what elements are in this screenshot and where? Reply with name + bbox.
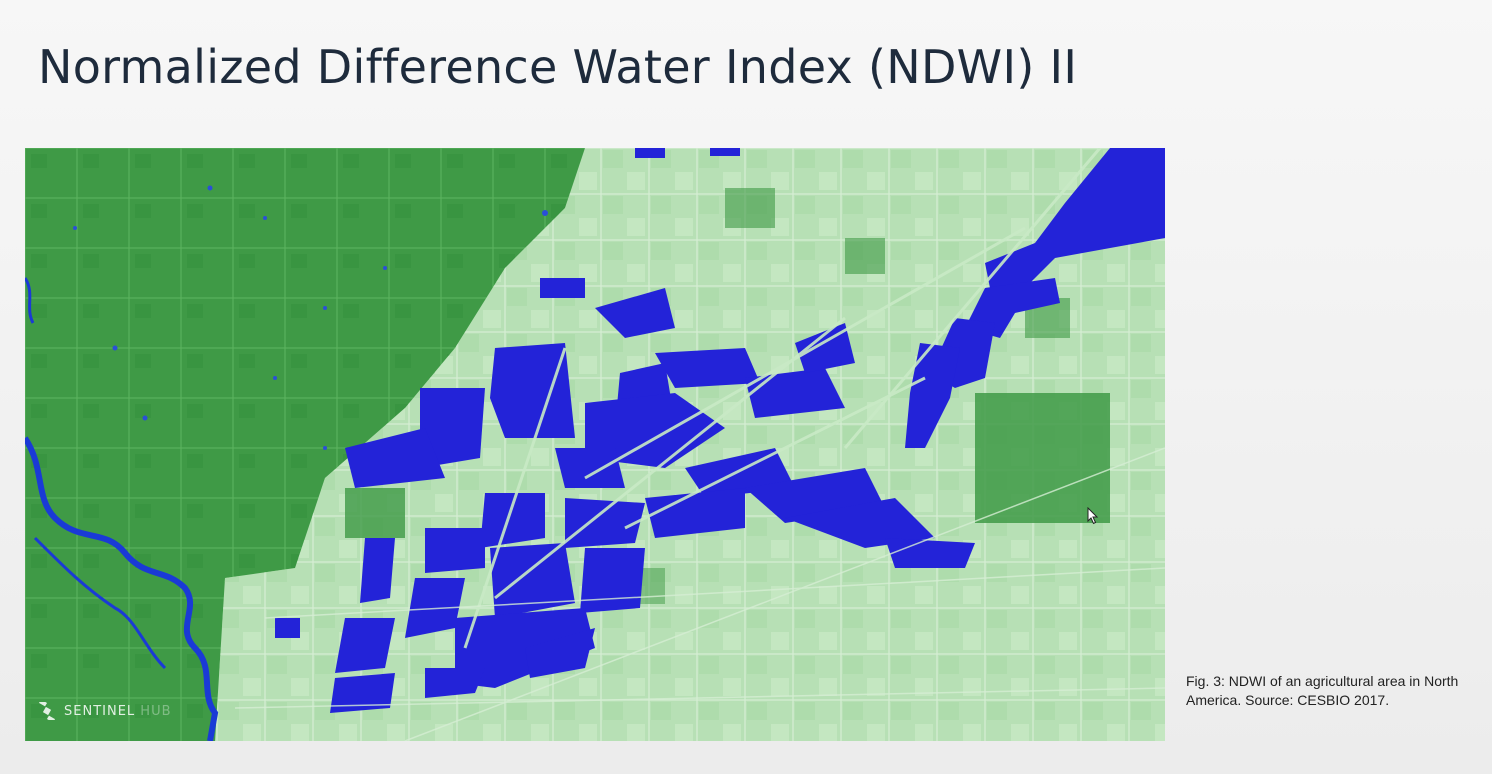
ndwi-map-image	[25, 148, 1165, 741]
satellite-icon	[38, 702, 56, 720]
figure-caption: Fig. 3: NDWI of an agricultural area in …	[1186, 673, 1459, 708]
watermark-text-faded: HUB	[140, 703, 172, 719]
flooded-areas	[275, 148, 1165, 713]
watermark-text: SENTINEL	[64, 703, 136, 719]
mouse-pointer-icon	[1087, 507, 1099, 525]
watermark-label: SENTINEL HUB	[64, 704, 172, 719]
slide-title: Normalized Difference Water Index (NDWI)…	[38, 40, 1078, 94]
sentinel-hub-watermark: SENTINEL HUB	[36, 702, 172, 720]
ndwi-map-svg	[25, 148, 1165, 741]
river	[25, 436, 219, 741]
